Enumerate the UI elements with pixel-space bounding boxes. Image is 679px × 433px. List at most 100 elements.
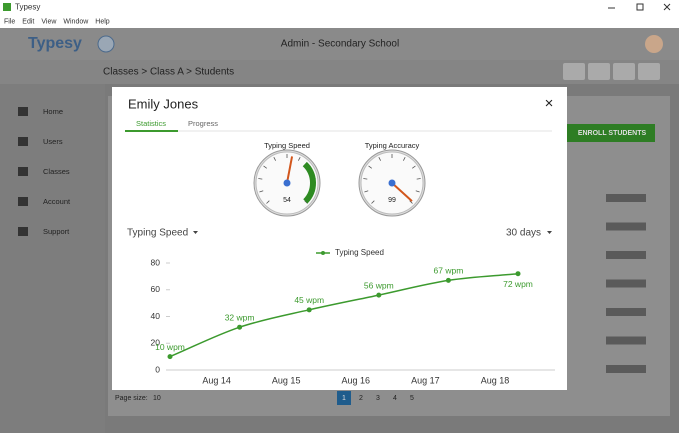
data-point bbox=[237, 324, 243, 330]
data-label: 72 wpm bbox=[503, 279, 533, 289]
gauge-band bbox=[302, 161, 316, 204]
data-point bbox=[376, 292, 382, 298]
window-title: Typesy bbox=[15, 3, 40, 12]
menu-item[interactable]: Help bbox=[95, 18, 110, 25]
x-tick-label: Aug 14 bbox=[202, 375, 231, 385]
menu-item[interactable]: View bbox=[41, 18, 57, 25]
sidebar-item[interactable]: Account bbox=[43, 197, 71, 206]
sidebar-icon bbox=[18, 137, 28, 146]
current-page bbox=[337, 391, 351, 405]
title-bar bbox=[0, 0, 679, 14]
page-size[interactable]: 10 bbox=[153, 395, 161, 402]
row-actions[interactable] bbox=[606, 251, 646, 259]
data-point bbox=[515, 271, 521, 277]
gauge-hub bbox=[283, 179, 291, 187]
sidebar-icon bbox=[18, 167, 28, 176]
page-number[interactable]: 2 bbox=[359, 395, 363, 402]
series-line bbox=[169, 272, 519, 358]
gauge-tick bbox=[364, 190, 369, 193]
menu-item[interactable]: File bbox=[4, 18, 15, 25]
sidebar bbox=[0, 84, 105, 433]
school-badge bbox=[97, 35, 115, 53]
x-tick-label: Aug 17 bbox=[411, 375, 440, 385]
gauge-tick bbox=[402, 156, 406, 161]
sidebar-item[interactable]: Classes bbox=[43, 167, 70, 176]
metric-dropdown[interactable]: Typing Speed bbox=[127, 228, 188, 239]
enroll-label: ENROLL STUDENTS bbox=[578, 130, 647, 137]
menu-item[interactable]: Window bbox=[63, 18, 89, 25]
data-point bbox=[445, 277, 451, 283]
page-number[interactable]: 4 bbox=[393, 395, 397, 402]
modal bbox=[112, 87, 567, 390]
school-name: Admin - Secondary School bbox=[281, 39, 399, 50]
menu-bar bbox=[0, 14, 679, 28]
y-tick-label: 80 bbox=[151, 257, 161, 267]
x-tick-label: Aug 15 bbox=[272, 375, 301, 385]
gauge-needle bbox=[391, 182, 413, 202]
enroll-button[interactable] bbox=[565, 124, 655, 142]
gauge-tick bbox=[363, 178, 368, 180]
gauge-tick bbox=[297, 156, 301, 161]
row-actions[interactable] bbox=[606, 194, 646, 202]
background-items: Home Users Classes Account Support Page size:… bbox=[18, 107, 646, 405]
row-actions[interactable] bbox=[606, 222, 646, 231]
data-label: 10 wpm bbox=[155, 342, 185, 352]
gauge-value: 54 bbox=[283, 197, 291, 204]
page-number[interactable]: 1 bbox=[342, 395, 346, 402]
gauge-tick bbox=[415, 190, 420, 193]
data-label: 45 wpm bbox=[294, 295, 324, 305]
sidebar-item[interactable]: Users bbox=[43, 137, 63, 146]
data-label: 56 wpm bbox=[364, 280, 394, 290]
page-number[interactable]: 3 bbox=[376, 395, 380, 402]
gauge-tick bbox=[411, 165, 416, 169]
range-dropdown[interactable]: 30 days bbox=[506, 228, 541, 239]
dropdown-arrow bbox=[193, 231, 198, 234]
dropdown-arrow bbox=[547, 231, 552, 234]
breadcrumb[interactable]: Classes > Class A > Students bbox=[103, 67, 234, 78]
row-actions[interactable] bbox=[606, 279, 646, 288]
data-label: 32 wpm bbox=[225, 312, 255, 322]
x-tick-label: Aug 18 bbox=[481, 375, 510, 385]
legend-dot bbox=[321, 251, 325, 255]
y-tick-label: 0 bbox=[155, 364, 160, 374]
gauge-tick bbox=[266, 200, 270, 204]
tab-statistics[interactable]: Statistics bbox=[136, 119, 166, 128]
row-actions[interactable] bbox=[606, 365, 646, 373]
y-tick-label: 40 bbox=[151, 311, 161, 321]
close-button[interactable]: × bbox=[545, 95, 554, 112]
gauge-tick bbox=[378, 156, 382, 161]
gauge-value: 99 bbox=[388, 197, 396, 204]
gauge-title: Typing Speed bbox=[264, 141, 310, 150]
data-label: 67 wpm bbox=[434, 266, 464, 276]
tab-progress[interactable]: Progress bbox=[188, 119, 218, 128]
row-actions[interactable] bbox=[606, 336, 646, 345]
window-controls[interactable] bbox=[608, 3, 671, 11]
gauge-tick bbox=[416, 178, 421, 180]
page-number[interactable]: 5 bbox=[410, 395, 414, 402]
tab-indicator bbox=[125, 130, 178, 132]
student-name: Emily Jones bbox=[128, 96, 199, 111]
avatar[interactable] bbox=[645, 35, 663, 53]
app-icon bbox=[3, 3, 11, 11]
sidebar-item[interactable]: Support bbox=[43, 227, 70, 236]
gauge-tick bbox=[258, 178, 263, 180]
sidebar-item[interactable]: Home bbox=[43, 107, 63, 116]
gauge-needle bbox=[286, 156, 294, 184]
gauge-tick bbox=[409, 200, 413, 204]
data-point bbox=[167, 354, 173, 360]
toolbar[interactable] bbox=[563, 63, 660, 80]
logo: Typesy bbox=[28, 35, 82, 52]
menu-item[interactable]: Edit bbox=[22, 18, 34, 25]
gauge-tick bbox=[263, 165, 268, 169]
gauge-tick bbox=[368, 165, 373, 169]
y-tick-label: 20 bbox=[151, 338, 161, 348]
row-actions[interactable] bbox=[606, 308, 646, 316]
sidebar-icon bbox=[18, 197, 28, 206]
gauge-tick bbox=[273, 156, 277, 161]
gauge-tick bbox=[371, 200, 375, 204]
gauge-tick bbox=[259, 190, 264, 193]
page-size-label: Page size: bbox=[115, 395, 148, 402]
data-point bbox=[306, 307, 312, 313]
